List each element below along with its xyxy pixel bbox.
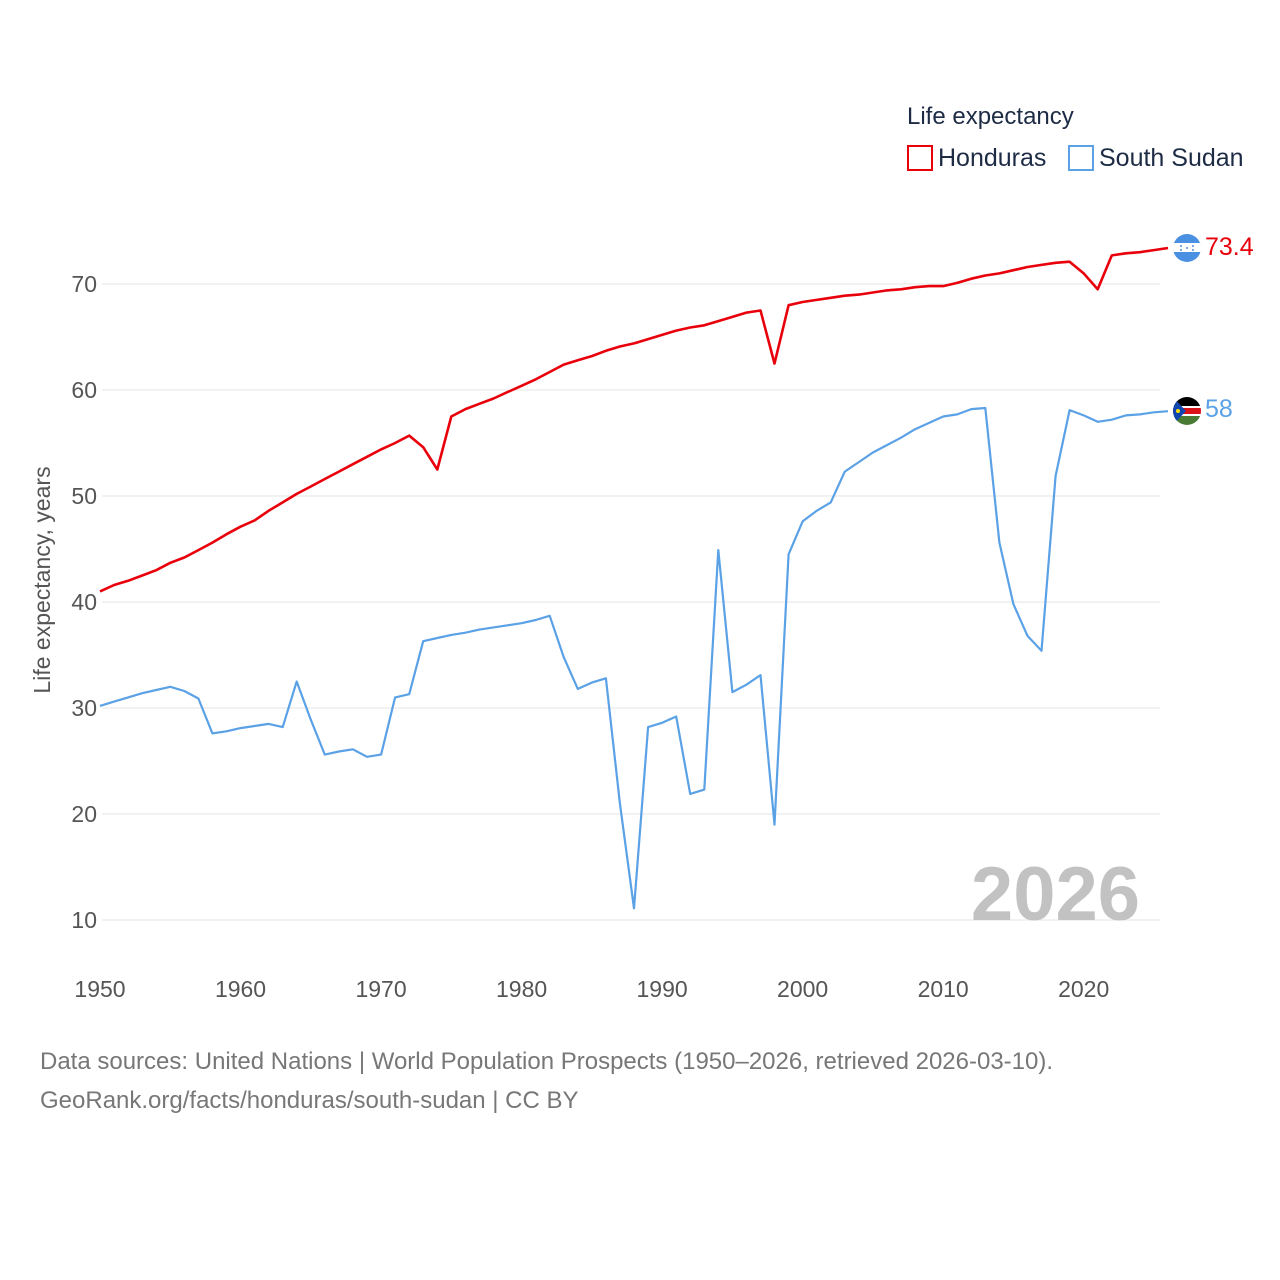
y-tick-label: 40 [71,589,97,615]
x-tick-label: 1980 [496,976,547,1002]
gridlines [102,283,1160,921]
footer: Data sources: United Nations | World Pop… [40,1042,1053,1120]
legend-label-south-sudan[interactable]: South Sudan [1099,144,1244,172]
x-tick-label: 1970 [355,976,406,1002]
legend-swatch-honduras[interactable] [907,145,933,171]
x-tick-label: 1960 [215,976,266,1002]
series-line-south-sudan[interactable] [99,406,1169,910]
honduras-flag-icon [1173,234,1201,262]
south-sudan-flag-icon [1173,397,1201,425]
legend-title: Life expectancy [907,103,1074,130]
legend-label-honduras[interactable]: Honduras [938,144,1046,172]
x-tick-label: 1950 [74,976,125,1002]
y-tick-label: 10 [71,907,97,933]
x-tick-label: 1990 [637,976,688,1002]
y-axis-ticks: 10 20 30 40 50 60 70 [71,271,97,933]
y-tick-label: 20 [71,801,97,827]
x-tick-label: 2020 [1058,976,1109,1002]
x-tick-label: 2010 [918,976,969,1002]
legend: Life expectancy Honduras South Sudan [907,103,1244,172]
y-tick-label: 70 [71,271,97,297]
honduras-end-label: 73.4 [1205,233,1254,261]
y-tick-label: 50 [71,483,97,509]
y-tick-label: 30 [71,695,97,721]
south-sudan-end-label: 58 [1205,395,1233,423]
series-lines [99,246,1169,910]
x-axis-ticks: 1950 1960 1970 1980 1990 2000 2010 2020 [74,976,1109,1002]
footer-link[interactable]: GeoRank.org/facts/honduras/south-sudan |… [40,1087,579,1114]
legend-swatch-south-sudan[interactable] [1068,145,1094,171]
y-tick-label: 60 [71,377,97,403]
series-line-honduras[interactable] [99,246,1169,593]
x-tick-label: 2000 [777,976,828,1002]
footer-sources: Data sources: United Nations | World Pop… [40,1048,1054,1075]
current-year-label: 2026 [971,852,1140,937]
y-axis-title: Life expectancy, years [29,466,55,693]
